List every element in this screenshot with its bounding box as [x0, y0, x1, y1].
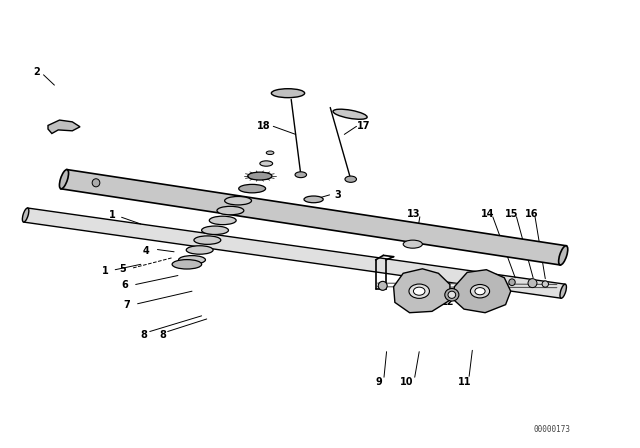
Text: 4: 4: [143, 246, 149, 256]
Polygon shape: [61, 170, 566, 265]
Ellipse shape: [239, 185, 266, 193]
Ellipse shape: [172, 260, 202, 269]
Ellipse shape: [345, 176, 356, 182]
Ellipse shape: [448, 291, 456, 298]
Ellipse shape: [209, 216, 236, 224]
Ellipse shape: [475, 288, 485, 295]
Ellipse shape: [60, 169, 68, 189]
Ellipse shape: [542, 281, 548, 287]
Polygon shape: [453, 270, 511, 313]
Ellipse shape: [304, 196, 323, 203]
Ellipse shape: [248, 172, 272, 180]
Ellipse shape: [225, 197, 252, 205]
Text: 13: 13: [406, 209, 420, 219]
Ellipse shape: [413, 287, 425, 295]
Text: 00000173: 00000173: [533, 425, 570, 434]
Text: 10: 10: [400, 377, 414, 387]
Ellipse shape: [559, 246, 568, 265]
Ellipse shape: [333, 109, 367, 119]
Ellipse shape: [92, 179, 100, 187]
Ellipse shape: [509, 279, 515, 286]
Ellipse shape: [445, 289, 459, 301]
Ellipse shape: [470, 284, 490, 298]
Ellipse shape: [378, 281, 387, 290]
Text: 7: 7: [124, 300, 130, 310]
Ellipse shape: [271, 89, 305, 98]
Ellipse shape: [22, 208, 29, 222]
Text: 9: 9: [376, 377, 382, 387]
Text: 3: 3: [335, 190, 341, 200]
Ellipse shape: [260, 161, 273, 166]
Ellipse shape: [528, 279, 537, 288]
Ellipse shape: [186, 246, 213, 254]
Ellipse shape: [403, 240, 422, 248]
Ellipse shape: [217, 207, 244, 215]
Text: 14: 14: [481, 209, 495, 219]
Text: 6: 6: [122, 280, 128, 290]
Text: 1: 1: [109, 210, 115, 220]
Text: 18: 18: [257, 121, 271, 131]
Text: 5: 5: [120, 264, 126, 274]
Ellipse shape: [560, 284, 566, 298]
Ellipse shape: [266, 151, 274, 155]
Text: 1: 1: [102, 266, 109, 276]
Polygon shape: [48, 120, 80, 134]
Text: 2: 2: [34, 67, 40, 77]
Polygon shape: [24, 208, 565, 298]
Text: 11: 11: [458, 377, 472, 387]
Ellipse shape: [409, 284, 429, 298]
Text: 8: 8: [140, 330, 147, 340]
Text: 16: 16: [524, 209, 538, 219]
Ellipse shape: [295, 172, 307, 178]
Polygon shape: [394, 269, 450, 313]
Text: 17: 17: [356, 121, 371, 131]
Text: 8: 8: [159, 330, 166, 340]
Text: 15: 15: [505, 209, 519, 219]
Ellipse shape: [179, 256, 205, 264]
Ellipse shape: [202, 226, 228, 234]
Ellipse shape: [194, 236, 221, 244]
Text: 12: 12: [441, 297, 455, 307]
